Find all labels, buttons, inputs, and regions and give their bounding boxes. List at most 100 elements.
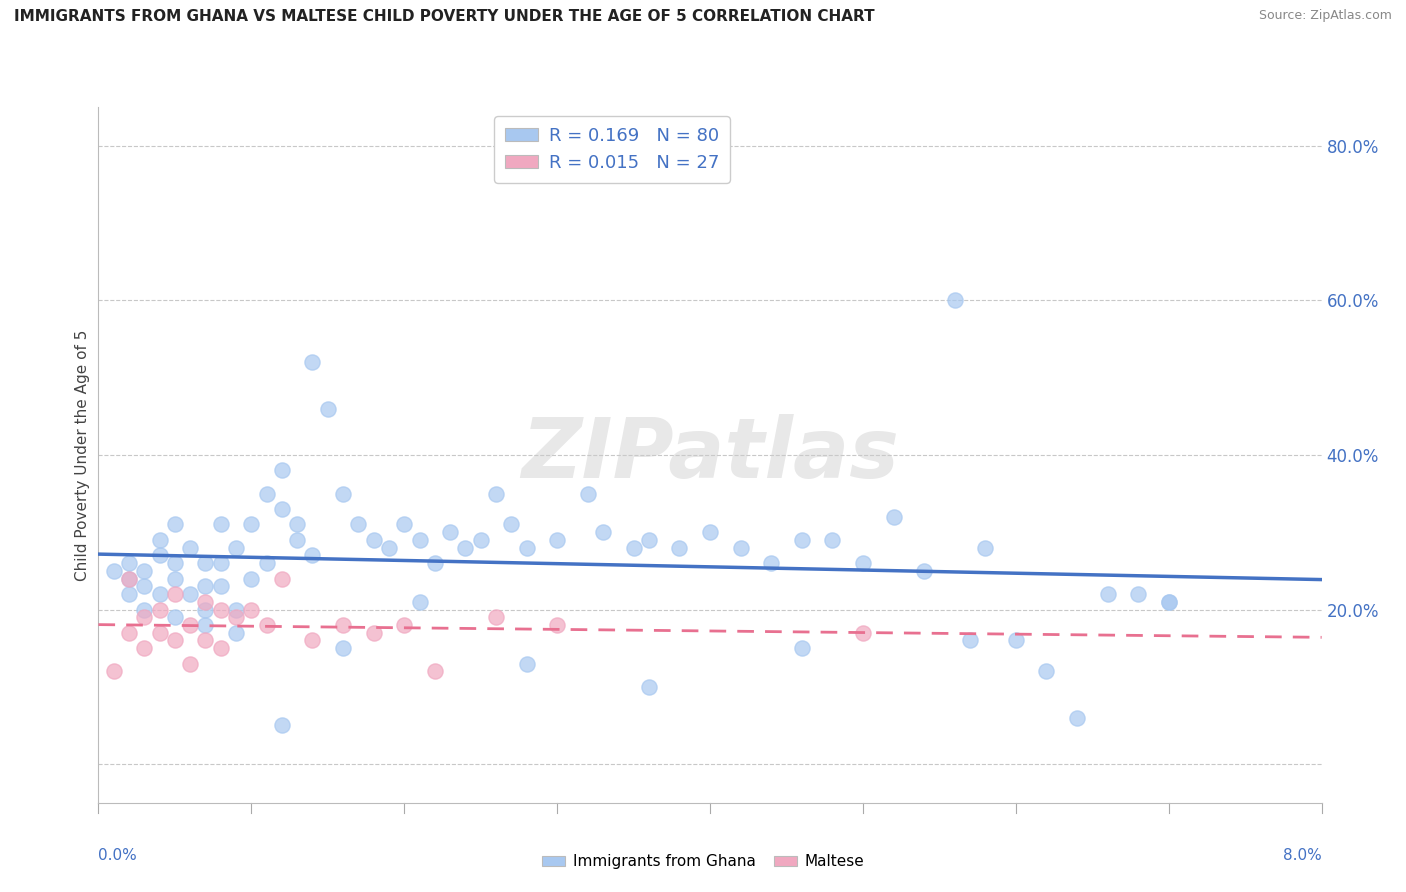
Point — [501, 517, 523, 532]
Point — [118, 625, 141, 640]
Text: ZIPatlas: ZIPatlas — [522, 415, 898, 495]
Point — [821, 533, 844, 547]
Point — [546, 533, 568, 547]
Point — [363, 533, 385, 547]
Point — [194, 618, 217, 632]
Point — [149, 549, 172, 563]
Point — [134, 564, 156, 578]
Point — [256, 618, 278, 632]
Point — [592, 525, 614, 540]
Point — [209, 602, 232, 616]
Point — [790, 641, 813, 656]
Point — [332, 641, 354, 656]
Point — [943, 293, 966, 308]
Point — [516, 541, 538, 555]
Point — [730, 541, 752, 555]
Point — [256, 486, 278, 500]
Point — [163, 572, 186, 586]
Point — [392, 618, 416, 632]
Point — [668, 541, 690, 555]
Point — [1157, 595, 1180, 609]
Point — [270, 572, 294, 586]
Point — [149, 587, 172, 601]
Point — [103, 665, 125, 679]
Point — [163, 633, 186, 648]
Point — [378, 541, 401, 555]
Point — [576, 486, 599, 500]
Point — [134, 641, 156, 656]
Point — [852, 625, 875, 640]
Point — [285, 533, 308, 547]
Point — [1035, 665, 1057, 679]
Point — [179, 587, 201, 601]
Point — [134, 602, 156, 616]
Point — [209, 556, 232, 570]
Point — [423, 556, 446, 570]
Point — [454, 541, 477, 555]
Point — [118, 572, 141, 586]
Point — [301, 633, 323, 648]
Point — [485, 486, 508, 500]
Point — [546, 618, 568, 632]
Point — [179, 618, 201, 632]
Point — [347, 517, 370, 532]
Point — [392, 517, 416, 532]
Point — [209, 641, 232, 656]
Point — [256, 556, 278, 570]
Point — [163, 587, 186, 601]
Point — [194, 602, 217, 616]
Point — [240, 572, 263, 586]
Point — [974, 541, 997, 555]
Point — [1157, 595, 1180, 609]
Point — [623, 541, 645, 555]
Point — [516, 657, 538, 671]
Point — [194, 556, 217, 570]
Point — [103, 564, 125, 578]
Point — [912, 564, 935, 578]
Point — [470, 533, 492, 547]
Point — [270, 718, 294, 732]
Point — [285, 517, 308, 532]
Point — [225, 602, 247, 616]
Point — [163, 556, 186, 570]
Point — [439, 525, 461, 540]
Point — [240, 517, 263, 532]
Text: Source: ZipAtlas.com: Source: ZipAtlas.com — [1258, 9, 1392, 22]
Point — [240, 602, 263, 616]
Point — [118, 556, 141, 570]
Text: 0.0%: 0.0% — [98, 848, 138, 863]
Point — [301, 355, 323, 369]
Point — [194, 595, 217, 609]
Point — [1097, 587, 1119, 601]
Point — [959, 633, 981, 648]
Point — [363, 625, 385, 640]
Point — [1066, 711, 1088, 725]
Point — [1128, 587, 1150, 601]
Point — [699, 525, 721, 540]
Point — [852, 556, 875, 570]
Point — [270, 463, 294, 477]
Point — [759, 556, 782, 570]
Point — [301, 549, 323, 563]
Point — [225, 610, 247, 624]
Y-axis label: Child Poverty Under the Age of 5: Child Poverty Under the Age of 5 — [75, 329, 90, 581]
Point — [209, 579, 232, 593]
Point — [637, 533, 661, 547]
Legend: Immigrants from Ghana, Maltese: Immigrants from Ghana, Maltese — [536, 848, 870, 875]
Point — [408, 533, 430, 547]
Point — [194, 579, 217, 593]
Point — [149, 533, 172, 547]
Point — [118, 572, 141, 586]
Point — [179, 657, 201, 671]
Point — [209, 517, 232, 532]
Point — [790, 533, 813, 547]
Point — [225, 541, 247, 555]
Point — [163, 610, 186, 624]
Point — [883, 509, 905, 524]
Point — [637, 680, 661, 694]
Point — [270, 502, 294, 516]
Legend: R = 0.169   N = 80, R = 0.015   N = 27: R = 0.169 N = 80, R = 0.015 N = 27 — [495, 116, 730, 183]
Point — [194, 633, 217, 648]
Point — [149, 602, 172, 616]
Point — [423, 665, 446, 679]
